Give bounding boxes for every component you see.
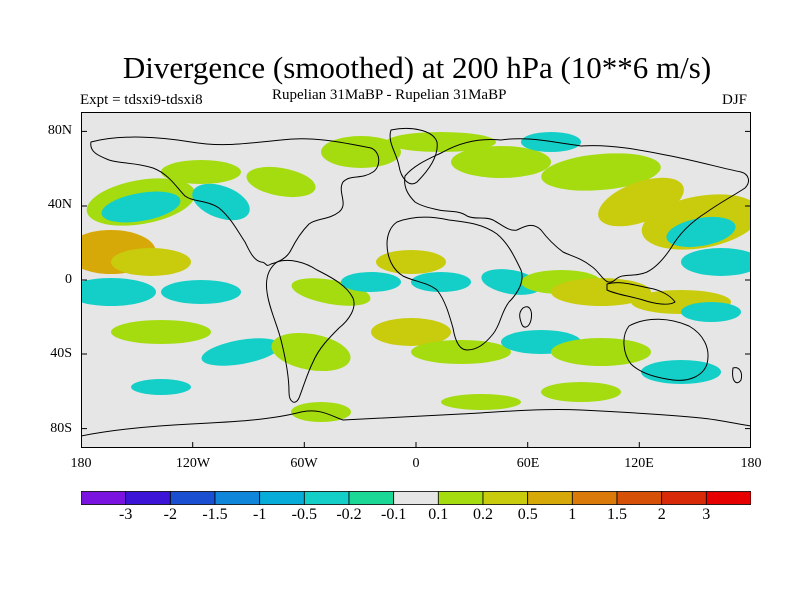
divergence-contour-region (541, 153, 661, 191)
colorbar-label: -1.5 (202, 506, 228, 523)
divergence-contour-region (201, 338, 281, 366)
latitude-label-80s: 80S (50, 421, 72, 436)
divergence-contour-region (441, 394, 521, 410)
divergence-contour-region (101, 191, 181, 223)
colorbar-box (125, 491, 171, 505)
divergence-contour-region (376, 250, 446, 274)
experiment-label: Expt = tdsxi9-tdsxi8 (80, 92, 203, 108)
coastline-indonesia (606, 282, 676, 305)
coastline-madagascar (519, 306, 532, 328)
colorbar-label: 0.1 (428, 506, 449, 523)
longitude-label-180w: 180 (70, 456, 92, 471)
latitude-label-80n: 80N (47, 123, 72, 138)
divergence-contour-region (81, 278, 156, 306)
colorbar-label: 2 (657, 506, 666, 523)
divergence-contour-region (386, 132, 496, 152)
divergence-contour-region (541, 382, 621, 402)
colorbar-label: -0.2 (336, 506, 362, 523)
latitude-label-0: 0 (65, 272, 72, 287)
coastline-south-america (266, 259, 355, 403)
coastline-africa (386, 216, 523, 351)
colorbar-label: -1 (253, 506, 267, 523)
colorbar-box (571, 491, 618, 505)
divergence-contour-region (161, 280, 241, 304)
divergence-contour-region (551, 278, 651, 306)
colorbar-label: -0.1 (381, 506, 407, 523)
divergence-contour-region (681, 248, 751, 276)
divergence-contour-region (371, 318, 451, 346)
divergence-contour-region (451, 146, 551, 178)
divergence-contour-region (111, 248, 191, 276)
divergence-contour-region (192, 183, 250, 221)
colorbar-box (393, 491, 439, 505)
colorbar-label: -3 (119, 506, 133, 523)
colorbar-box (437, 491, 484, 505)
divergence-contour-region (111, 320, 211, 344)
subtitle-label: Rupelian 31MaBP - Rupelian 31MaBP (272, 87, 507, 103)
colorbar-box (348, 491, 395, 505)
coastline-australia (623, 318, 709, 381)
colorbar-box (705, 491, 751, 505)
season-label: DJF (722, 92, 748, 108)
coastline-north-america (90, 136, 380, 266)
longitude-label-60w: 60W (290, 456, 318, 471)
colorbar-label: -0.5 (291, 506, 317, 523)
divergence-contour-region (161, 160, 241, 184)
colorbar-box (527, 491, 573, 505)
map-title: Divergence (smoothed) at 200 hPa (10**6 … (122, 50, 712, 85)
colorbar-label: 3 (702, 506, 711, 523)
coastline-eurasia (404, 138, 749, 283)
colorbar-box (482, 491, 529, 505)
latitude-label-40s: 40S (50, 346, 72, 361)
longitude-label-180e: 180 (740, 456, 762, 471)
colorbar-label: 1 (568, 506, 577, 523)
divergence-contour-region (666, 216, 736, 248)
colorbar-box (259, 491, 305, 505)
divergence-contour-region (681, 302, 741, 322)
longitude-label-120e: 120E (624, 456, 654, 471)
longitude-label-60e: 60E (516, 456, 540, 471)
divergence-contour-region (411, 272, 471, 292)
colorbar-label: 1.5 (607, 506, 627, 523)
colorbar-box (81, 491, 127, 505)
colorbar-box (214, 491, 261, 505)
coastlines (81, 128, 751, 437)
divergence-contour-region (551, 338, 651, 366)
latitude-label-40n: 40N (47, 197, 72, 212)
colorbar-label: 0.5 (517, 506, 538, 523)
colorbar-label: -2 (163, 506, 177, 523)
divergence-contour-region (341, 272, 401, 292)
longitude-ticks (192, 442, 640, 448)
divergence-contour-region (598, 177, 684, 227)
colorbar-label: 0.2 (473, 506, 493, 523)
coastline-new-zealand (732, 367, 742, 384)
divergence-contour-region (131, 379, 191, 395)
divergence-map (81, 112, 751, 448)
colorbar-box (169, 491, 216, 505)
longitude-label-0: 0 (412, 456, 420, 471)
map-plot-area (81, 112, 751, 448)
latitude-ticks (81, 130, 751, 430)
coastline-antarctica (81, 408, 751, 437)
colorbar-box (616, 491, 663, 505)
divergence-contour-region (481, 269, 541, 295)
colorbar-box (661, 491, 707, 505)
longitude-label-120w: 120W (175, 456, 211, 471)
divergence-contour-region (411, 340, 511, 364)
colorbar-box (303, 491, 350, 505)
divergence-contour-region (246, 166, 316, 198)
divergence-contour-region (271, 332, 351, 372)
divergence-contour-region (321, 136, 401, 168)
coastline-greenland (389, 128, 438, 185)
colorbar (81, 491, 751, 505)
